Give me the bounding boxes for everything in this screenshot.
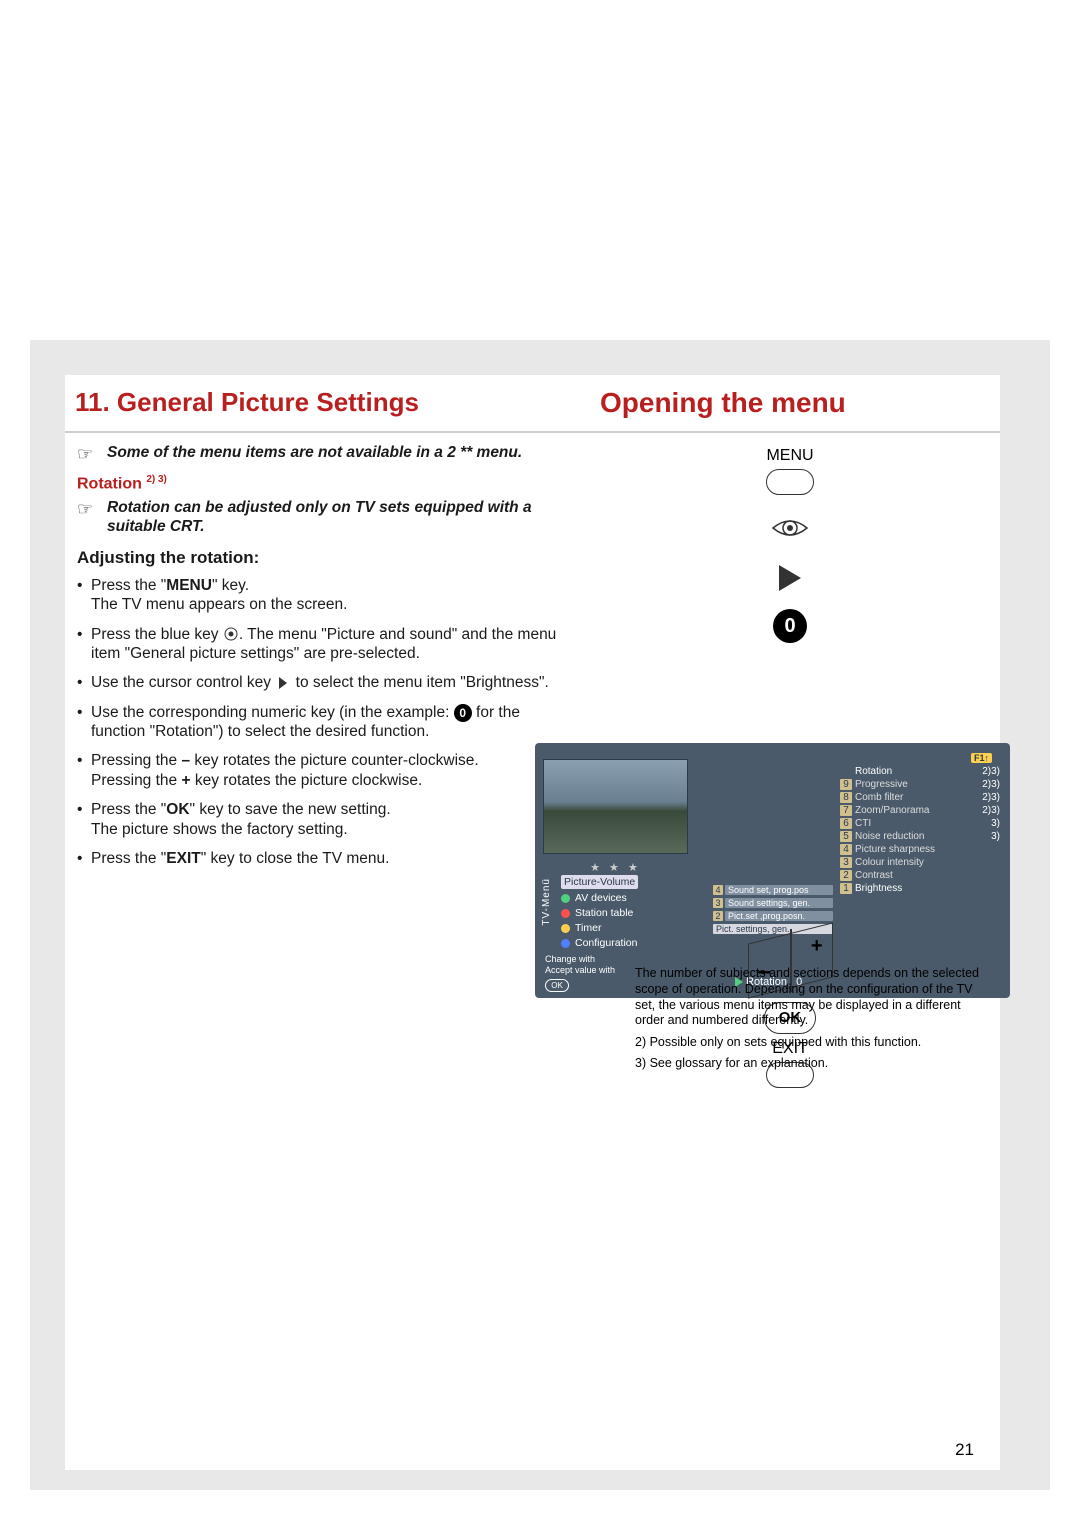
blue-dot-icon [561,939,570,948]
step-7-text: Press the "EXIT" key to close the TV men… [91,849,565,868]
step-7: • Press the "EXIT" key to close the TV m… [77,849,565,868]
osd-right-item: 6CTI3) [840,818,1000,829]
footnote-3: 3) See glossary for an explanation. [635,1056,985,1072]
page-number: 21 [955,1440,974,1460]
bullet-icon: • [77,800,91,839]
pointing-hand-icon: ☞ [77,443,107,466]
bullet-icon: • [77,625,91,664]
tv-menu-label: TV-Menü [541,878,552,926]
page-content: 11. General Picture Settings Opening the… [65,375,1000,1470]
step-1-text: Press the "MENU" key. The TV menu appear… [91,576,565,615]
step-1: • Press the "MENU" key. The TV menu appe… [77,576,565,615]
rotation-heading-text: Rotation [77,475,142,492]
footnotes: The number of subjects and sections depe… [635,966,985,1072]
right-column: MENU 0 ★ ★ ★ TV-Menü Picture-Volume AV d… [580,433,1000,1092]
osd-right-item: 8Comb filter2)3) [840,792,1000,803]
menu-key-label: MENU [580,447,1000,465]
osd-mid-item: 3Sound settings, gen. [713,898,833,908]
cursor-right-icon [275,675,291,691]
step-3: • Use the cursor control key to select t… [77,673,565,692]
zero-key-icon: 0 [454,704,472,722]
osd-right-item: 3Colour intensity [840,857,1000,868]
step-6: • Press the "OK" key to save the new set… [77,800,565,839]
osd-right-item: 4Picture sharpness [840,844,1000,855]
osd-right-item: 1Brightness [840,883,1000,894]
osd-right-item: 5Noise reduction3) [840,831,1000,842]
bullet-icon: • [77,576,91,615]
osd-hint-text: Change with Accept value with [545,954,615,976]
osd-right-column: F1↑ 0Rotation2)3) 9Progressive2)3) 8Comb… [840,753,1000,896]
bullet-icon: • [77,703,91,742]
rotation-heading: Rotation 2) 3) [77,474,565,494]
body-row: ☞ Some of the menu items are not availab… [65,433,1000,1092]
bullet-icon: • [77,849,91,868]
note-1-text: Some of the menu items are not available… [107,443,522,466]
pointing-hand-icon: ☞ [77,498,107,537]
footnote-main: The number of subjects and sections depe… [635,966,985,1029]
note-2: ☞ Rotation can be adjusted only on TV se… [77,498,565,537]
osd-preview-image [543,759,688,854]
step-2-text: Press the blue key . The menu "Picture a… [91,625,565,664]
note-1: ☞ Some of the menu items are not availab… [77,443,565,466]
step-4-text: Use the corresponding numeric key (in th… [91,703,565,742]
osd-right-item: 7Zoom/Panorama2)3) [840,805,1000,816]
osd-stars: ★ ★ ★ [543,861,688,874]
step-5: • Pressing the – key rotates the picture… [77,751,565,790]
osd-left-item: Configuration [561,937,696,949]
left-column: ☞ Some of the menu items are not availab… [65,433,580,1092]
osd-left-item: AV devices [561,892,696,904]
bullet-icon: • [77,673,91,692]
adjusting-heading: Adjusting the rotation: [77,547,565,568]
osd-right-item: 0Rotation2)3) [840,766,1000,777]
green-dot-icon [561,894,570,903]
osd-mid-item: 4Sound set, prog.pos [713,885,833,895]
osd-f1-badge: F1↑ [840,753,1000,764]
osd-left-item: Timer [561,922,696,934]
osd-right-item: 9Progressive2)3) [840,779,1000,790]
header-row: 11. General Picture Settings Opening the… [65,375,1000,433]
step-3-text: Use the cursor control key to select the… [91,673,565,692]
osd-left-menu: Picture-Volume AV devices Station table … [561,875,696,952]
bullet-icon: • [77,751,91,790]
opening-menu-title: Opening the menu [600,387,846,419]
footnote-2: 2) Possible only on sets equipped with t… [635,1035,985,1051]
blue-key-target-icon [771,509,809,547]
zero-key-badge: 0 [773,609,807,643]
yellow-dot-icon [561,924,570,933]
osd-right-item: 2Contrast [840,870,1000,881]
step-5-text: Pressing the – key rotates the picture c… [91,751,565,790]
cursor-right-key-icon [779,565,801,591]
osd-ok-badge: OK [545,979,569,992]
rotation-heading-sup: 2) 3) [146,474,167,485]
plus-icon: + [811,935,823,958]
step-6-text: Press the "OK" key to save the new setti… [91,800,565,839]
osd-left-item: Station table [561,907,696,919]
osd-mid-item: 2Pict.set ,prog.posn. [713,911,833,921]
menu-button-icon [766,469,814,495]
section-title: 11. General Picture Settings [65,387,600,419]
blue-key-icon [223,626,239,642]
red-dot-icon [561,909,570,918]
note-2-text: Rotation can be adjusted only on TV sets… [107,498,565,537]
step-2: • Press the blue key . The menu "Picture… [77,625,565,664]
step-4: • Use the corresponding numeric key (in … [77,703,565,742]
osd-left-item: Picture-Volume [561,875,696,889]
